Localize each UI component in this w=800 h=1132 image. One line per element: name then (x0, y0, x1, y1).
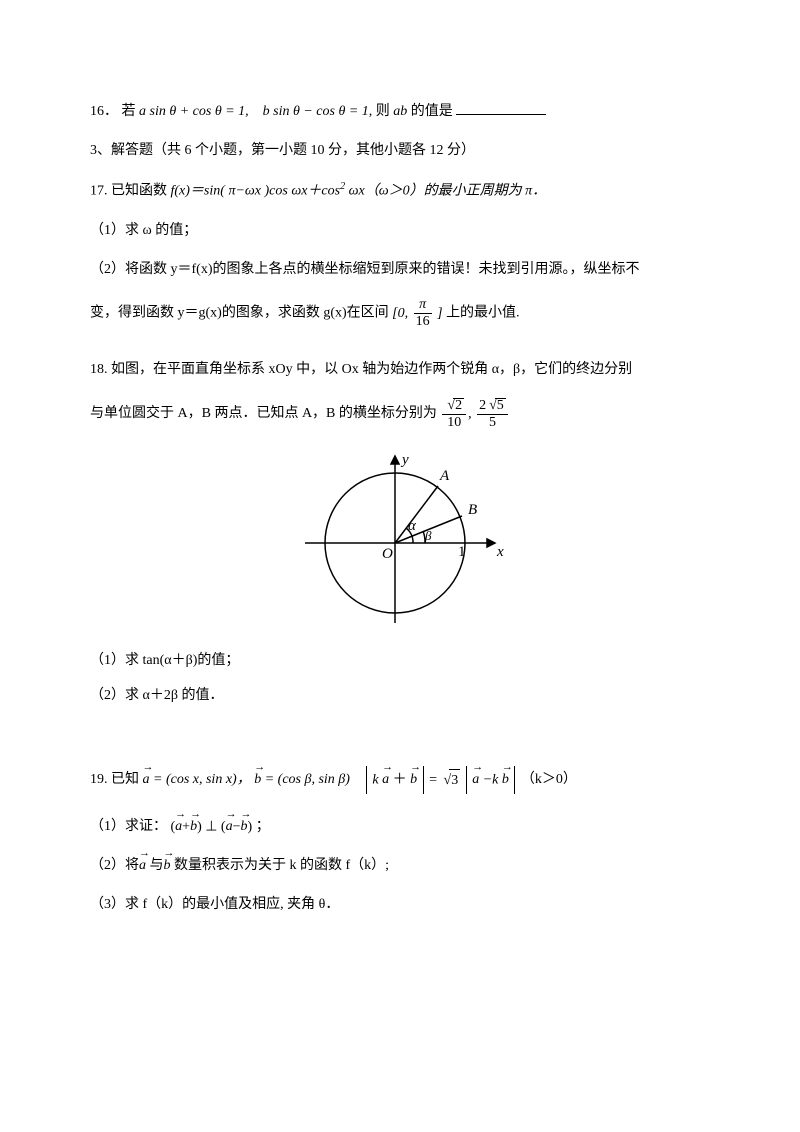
q19-eq-mid: = (429, 772, 440, 787)
diagram-label-beta: β (424, 528, 432, 543)
q17-frac: π 16 (414, 298, 432, 329)
q18-num1-bot: 10 (442, 415, 466, 430)
question-18-p2: （2）求 α＋2β 的值． (90, 685, 710, 706)
abs-bar-icon (366, 766, 367, 794)
question-17-intro: 17. 已知函数 f(x)＝sin( π−ωx )cos ωx＋cos2 ωx（… (90, 179, 710, 202)
question-19-p1: （1）求证： (a+b) ⊥ (a−b) ； (90, 816, 710, 837)
q17-interval-close: ] (437, 306, 442, 321)
q19-b-vec3: b (502, 769, 509, 790)
q17-p2b-a: 变，得到函数 y＝g(x)的图象，求函数 g(x)在区间 (90, 305, 389, 320)
q19-b-vec6: b (164, 855, 171, 876)
question-19-intro: 19. 已知 a = (cos x, sin x)， b = (cos β, s… (90, 766, 710, 794)
diagram-label-b: B (468, 502, 477, 518)
q16-number: 16． (90, 104, 118, 119)
q19-a-vec2: a (382, 769, 389, 790)
abs-bar-icon (514, 766, 515, 794)
q18-line2a: 与单位圆交于 A，B 两点．已知点 A，B 的横坐标分别为 (90, 406, 437, 421)
question-17-p2b: 变，得到函数 y＝g(x)的图象，求函数 g(x)在区间 [0, π 16 ] … (90, 298, 710, 329)
diagram-label-alpha: α (408, 518, 417, 534)
q19-a-vec5: a (226, 816, 233, 837)
q19-a-vec4: a (175, 816, 182, 837)
section-3-header: 3、解答题（共 6 个小题，第一小题 10 分，其他小题各 12 分） (90, 140, 710, 161)
abs-bar-icon (423, 766, 424, 794)
q19-eq-b: = (cos β, sin β) (265, 772, 350, 787)
q19-p1b: ； (256, 819, 270, 834)
q17-den16: 16 (414, 314, 432, 329)
diagram-label-one: 1 (458, 544, 466, 560)
diagram-label-y: y (400, 452, 409, 468)
q19-b-vec4: b (190, 816, 197, 837)
q19-a-vec3: a (472, 769, 479, 790)
q19-kcond: （k＞0） (521, 772, 577, 787)
q19-abs2-l: −k (483, 772, 499, 787)
q17-piomega: π−ωx (228, 184, 261, 199)
q18-frac2: 25 5 (477, 398, 508, 430)
q18-num2-bot: 5 (477, 415, 508, 430)
question-17-p2a: （2）将函数 y＝f(x)的图象上各点的横坐标缩短到原来的错误！未找到引用源。，… (90, 259, 710, 280)
q19-b-vec2: b (410, 769, 417, 790)
q16-text-c: 的值是 (411, 104, 453, 119)
question-19-p2: （2）将a 与b 数量积表示为关于 k 的函数 f（k）; (90, 855, 710, 876)
q18-num2-top: 25 (477, 398, 508, 415)
diagram-label-o: O (382, 546, 393, 562)
q19-b-vec1: b (254, 769, 261, 790)
q19-p1a: （1）求证： (90, 819, 167, 834)
question-19-p3: （3）求 f（k）的最小值及相应, 夹角 θ． (90, 894, 710, 915)
q16-text-a: 若 (122, 104, 136, 119)
q16-blank (456, 100, 546, 115)
question-16: 16． 若 a sin θ + cos θ = 1, b sin θ − cos… (90, 100, 710, 122)
q19-abs1-k: k (372, 772, 378, 787)
q17-omega2: ωx（ω＞0）的最小正周期为 π． (349, 184, 547, 199)
unit-circle-diagram: y x O A B α β 1 (290, 448, 510, 638)
abs-bar-icon (466, 766, 467, 794)
question-18-p1: （1）求 tan(α＋β)的值； (90, 650, 710, 671)
q19-sqrt3: 3 (441, 769, 461, 791)
question-17-p1: （1）求 ω 的值； (90, 220, 710, 241)
q17-sq: 2 (340, 181, 345, 192)
question-18-line2: 与单位圆交于 A，B 两点．已知点 A，B 的横坐标分别为 2 10 , 25 … (90, 398, 710, 430)
q16-var: ab (393, 104, 407, 119)
q19-a-vec6: a (139, 855, 146, 876)
q16-expr: a sin θ + cos θ = 1, b sin θ − cos θ = 1… (139, 104, 372, 119)
q19-eq-a: = (cos x, sin x)， (153, 772, 251, 787)
q19-plus: ＋ (393, 772, 407, 787)
q19-a-vec1: a (143, 769, 150, 790)
diagram-label-a: A (439, 468, 450, 484)
q16-text-b: 则 (376, 104, 390, 119)
q18-frac1: 2 10 (442, 398, 466, 430)
q17-intro-a: 17. 已知函数 (90, 184, 171, 199)
q17-p2b-b: 上的最小值. (446, 305, 520, 320)
q17-pi: π (414, 298, 432, 314)
diagram-label-x: x (496, 544, 504, 560)
q17-cos: )cos ωx＋cos (265, 184, 341, 199)
q19-intro-a: 19. 已知 (90, 772, 139, 787)
q17-fx: f(x)＝sin( (171, 184, 225, 199)
q18-num1-top: 2 (442, 398, 466, 415)
question-18-intro: 18. 如图，在平面直角坐标系 xOy 中，以 Ox 轴为始边作两个锐角 α，β… (90, 359, 710, 380)
q17-interval-open: [0, (392, 306, 408, 321)
q19-b-vec5: b (241, 816, 248, 837)
